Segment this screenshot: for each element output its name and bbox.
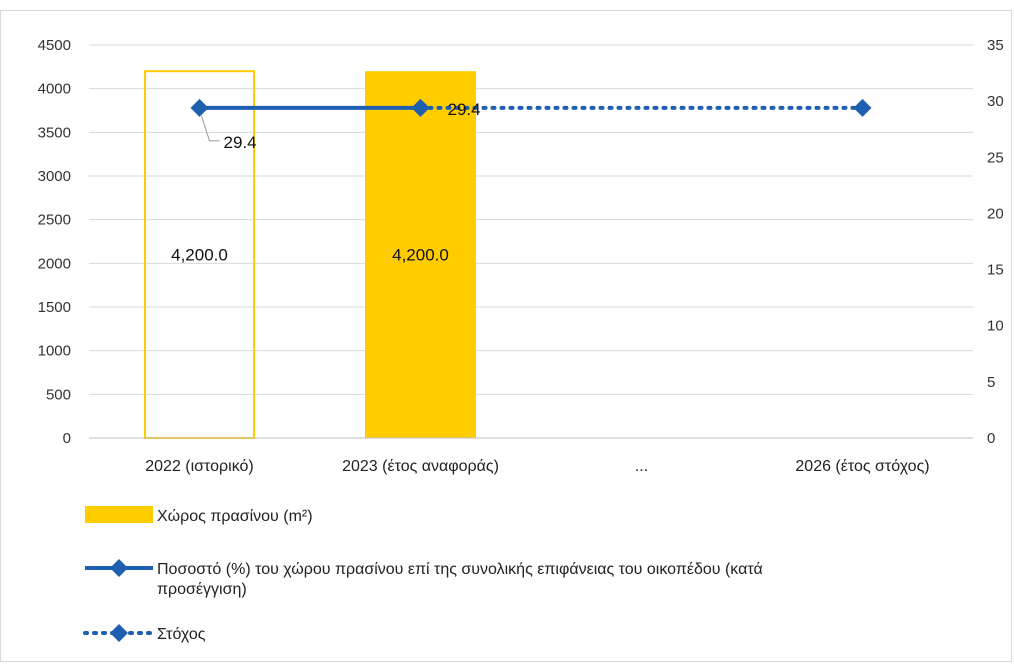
legend-marker-line: [110, 559, 128, 577]
legend: Χώρος πρασίνου (m²) Ποσοστό (%) του χώρου…: [83, 506, 763, 643]
bar: [365, 71, 476, 438]
label-leader-line: [201, 115, 220, 142]
y-right-tick-label: 20: [987, 205, 1004, 222]
y-right-tick-label: 10: [987, 318, 1004, 335]
y-left-tick-label: 1500: [38, 299, 71, 316]
y-left-tick-label: 4000: [38, 81, 71, 98]
line-markers: [190, 98, 872, 117]
chart: 4,200.0 4,200.0 29.4 29.4 0 500 1000 1500 2000 2…: [38, 37, 1004, 643]
y-right-tick-label: 0: [987, 430, 995, 447]
bar-data-label: 4,200.0: [171, 246, 228, 265]
legend-label-line: Ποσοστό (%) του χώρου πρασίνου επί της σ…: [157, 561, 763, 598]
line-data-label: 29.4: [448, 100, 481, 119]
x-category-label: 2023 (έτος αναφοράς): [342, 458, 499, 475]
y-left-tick-label: 3500: [38, 124, 71, 141]
y-right-tick-label: 25: [987, 149, 1004, 166]
data-labels: 4,200.0 4,200.0 29.4 29.4: [171, 100, 480, 265]
y-left-tick-label: 1000: [38, 343, 71, 360]
x-category-label: 2022 (ιστορικό): [145, 458, 253, 475]
legend-marker-target: [110, 624, 128, 642]
line-data-label: 29.4: [224, 133, 257, 152]
chart-frame: 4,200.0 4,200.0 29.4 29.4 0 500 1000 1500 2000 2…: [0, 10, 1012, 662]
target-marker: [853, 98, 872, 117]
x-category-label: 2026 (έτος στόχος): [795, 458, 929, 475]
y-left-tick-label: 3000: [38, 168, 71, 185]
axes: 0 500 1000 1500 2000 2500 3000 3500 4000 4500 0 5 10…: [38, 37, 1004, 475]
y-left-tick-label: 4500: [38, 37, 71, 54]
y-left-tick-label: 2500: [38, 212, 71, 229]
y-right-tick-label: 35: [987, 37, 1004, 54]
percentage-marker: [411, 98, 430, 117]
legend-swatch-bar: [85, 506, 153, 523]
percentage-marker: [190, 98, 209, 117]
legend-label-target: Στόχος: [157, 626, 206, 643]
y-right-tick-label: 15: [987, 262, 1004, 279]
y-left-tick-label: 2000: [38, 255, 71, 272]
bar-data-label: 4,200.0: [392, 246, 449, 265]
y-left-tick-label: 500: [46, 386, 71, 403]
legend-label-bar: Χώρος πρασίνου (m²): [157, 508, 313, 525]
gridlines: [89, 44, 973, 439]
y-left-tick-label: 0: [63, 430, 71, 447]
x-category-label: ...: [635, 458, 648, 475]
y-right-tick-label: 30: [987, 93, 1004, 110]
y-right-tick-label: 5: [987, 374, 995, 391]
